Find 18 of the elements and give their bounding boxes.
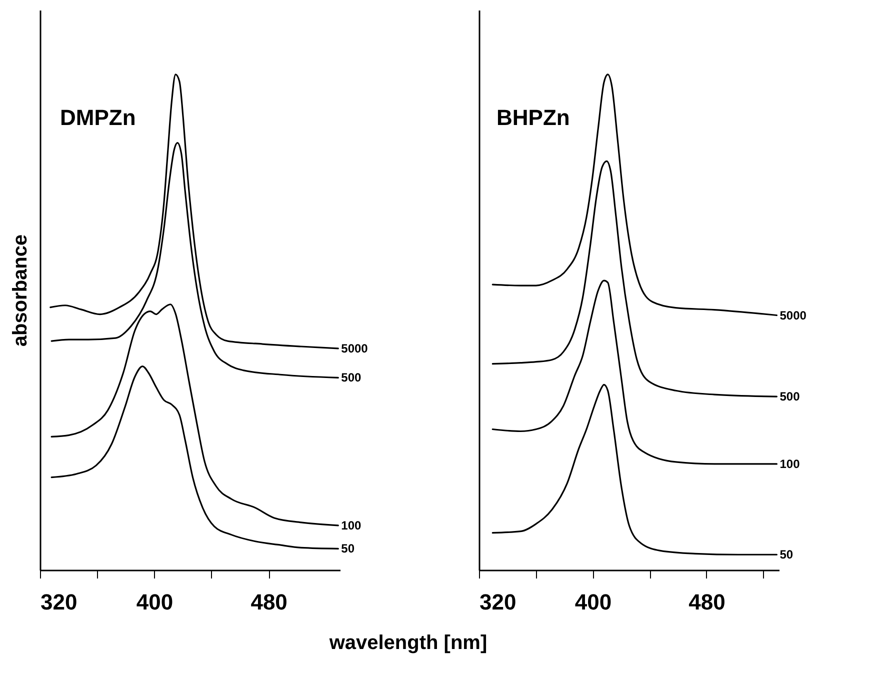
x-tick-label: 320 — [40, 590, 78, 614]
series-label: 50 — [341, 542, 355, 556]
y-axis-title: absorbance — [10, 234, 32, 347]
x-tick-label: 400 — [574, 590, 612, 614]
text: DMPZn — [60, 105, 136, 130]
x-tick-label: 400 — [136, 590, 174, 614]
x-tick-label: 320 — [480, 590, 516, 614]
series-label: 500 — [780, 390, 800, 404]
text: BHPZn — [496, 105, 570, 130]
series-label: 5000 — [780, 308, 807, 322]
x-tick-label: 480 — [250, 590, 288, 614]
series-label: 50 — [780, 548, 794, 562]
series-label: 100 — [780, 456, 800, 471]
x-axis-title: wavelength [nm] — [328, 632, 488, 654]
x-tick-label: 480 — [688, 590, 726, 614]
series-label: 500 — [341, 370, 362, 385]
series-label: 5000 — [341, 341, 368, 356]
series-label: 100 — [341, 518, 362, 532]
